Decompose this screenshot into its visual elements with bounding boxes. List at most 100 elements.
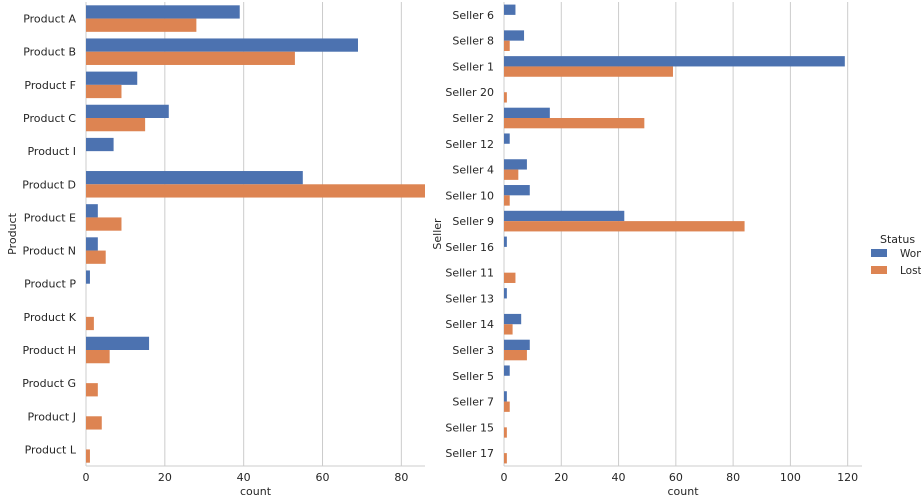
y-tick-label: Product G	[22, 377, 76, 390]
bar-lost	[504, 324, 513, 335]
bar-won	[86, 5, 240, 19]
seller-count-chart: 0 20 40 60 80 100 120 count Seller Seller 6 Seller…	[431, 2, 862, 498]
bar-won	[504, 313, 522, 325]
status-legend: Status Won Lost	[871, 233, 921, 277]
y-tick-label: Product A	[23, 13, 76, 26]
y-tick-label: Seller 9	[452, 215, 494, 228]
bar-won	[86, 237, 98, 251]
x-tick-label: 20	[158, 471, 172, 484]
bar-won	[86, 171, 303, 185]
y-tick-label: Seller 3	[452, 344, 494, 357]
bar-won	[86, 137, 114, 152]
legend-swatch-lost	[871, 266, 887, 274]
y-tick-label: Product B	[23, 46, 76, 59]
bar-won	[504, 391, 507, 402]
y-tick-label: Product C	[23, 112, 76, 125]
bar-won	[86, 38, 358, 52]
y-tick-label: Seller 4	[452, 164, 494, 177]
bar-won	[504, 288, 507, 299]
bar-won	[504, 30, 525, 41]
y-tick-label: Product E	[24, 211, 76, 224]
bar-won	[504, 365, 510, 376]
y-tick-label: Seller 6	[452, 9, 494, 22]
bar-lost	[86, 449, 90, 463]
bar-lost	[86, 184, 425, 198]
bar-lost	[504, 40, 510, 51]
bar-lost	[504, 66, 673, 77]
bar-won	[86, 270, 90, 284]
bar-lost	[504, 272, 516, 283]
y-tick-label: Product D	[22, 178, 76, 191]
bar-lost	[86, 383, 98, 397]
y-tick-label: Seller 7	[452, 396, 494, 409]
bar-lost	[504, 427, 507, 438]
x-tick-label: 20	[554, 471, 568, 484]
y-tick-label: Product I	[27, 145, 76, 158]
bar-won	[504, 236, 507, 247]
y-tick-label: Seller 2	[452, 112, 494, 125]
x-tick-label: 120	[837, 471, 858, 484]
y-tick-label: Product F	[24, 79, 76, 92]
bar-won	[504, 210, 625, 222]
bar-lost	[504, 195, 510, 206]
y-tick-label: Seller 15	[445, 421, 494, 434]
bar-won	[504, 56, 845, 67]
y-tick-label: Product H	[22, 344, 76, 357]
y-axis-label: Seller	[431, 218, 444, 250]
bar-won	[86, 104, 169, 118]
bar-lost	[86, 51, 295, 65]
bar-lost	[504, 118, 645, 129]
x-axis-label: count	[240, 485, 272, 498]
bar-won	[86, 336, 150, 350]
bar-won	[504, 4, 516, 15]
x-tick-label: 0	[83, 471, 90, 484]
bar-lost	[504, 221, 745, 232]
x-axis-label: count	[667, 485, 699, 498]
bar-won	[86, 204, 98, 218]
bar-lost	[504, 350, 527, 361]
bar-lost	[86, 316, 94, 331]
bar-lost	[86, 18, 197, 32]
bar-lost	[504, 453, 507, 464]
x-tick-label: 80	[726, 471, 740, 484]
bar-won	[86, 71, 138, 85]
bar-lost	[86, 84, 122, 99]
x-tick-label: 0	[501, 471, 508, 484]
bar-lost	[86, 250, 106, 264]
bar-lost	[504, 169, 519, 180]
x-tick-label: 60	[316, 471, 330, 484]
bar-won	[504, 185, 530, 196]
y-tick-label: Product P	[24, 278, 76, 291]
legend-title: Status	[880, 233, 915, 246]
bar-lost	[86, 118, 146, 132]
bar-lost	[504, 92, 507, 103]
y-tick-label: Seller 20	[445, 86, 494, 99]
bar-lost	[86, 217, 122, 231]
bar-won	[504, 133, 510, 144]
y-tick-label: Seller 12	[445, 138, 494, 151]
y-tick-label: Seller 13	[445, 292, 494, 305]
x-tick-label: 40	[612, 471, 626, 484]
y-tick-label: Seller 1	[452, 60, 494, 73]
y-tick-label: Product L	[25, 443, 77, 456]
y-axis-label: Product	[6, 212, 19, 254]
y-tick-label: Seller 10	[445, 189, 494, 202]
y-tick-label: Seller 16	[445, 241, 494, 254]
x-tick-label: 100	[780, 471, 801, 484]
bar-lost	[86, 350, 110, 364]
y-tick-label: Seller 17	[445, 447, 494, 460]
y-tick-label: Product K	[24, 311, 77, 324]
y-tick-label: Product J	[27, 410, 76, 423]
y-tick-label: Seller 14	[445, 318, 494, 331]
legend-label-won: Won	[900, 248, 921, 260]
y-tick-label: Seller 11	[445, 267, 494, 280]
bar-lost	[86, 416, 102, 430]
x-tick-label: 40	[237, 471, 251, 484]
bar-won	[504, 107, 550, 118]
bar-won	[504, 339, 530, 350]
bar-lost	[504, 401, 510, 412]
product-count-chart: 0 20 40 60 80 count Product Product A Product B P…	[6, 2, 425, 498]
y-tick-label: Seller 8	[452, 35, 494, 48]
bar-won	[504, 159, 527, 170]
